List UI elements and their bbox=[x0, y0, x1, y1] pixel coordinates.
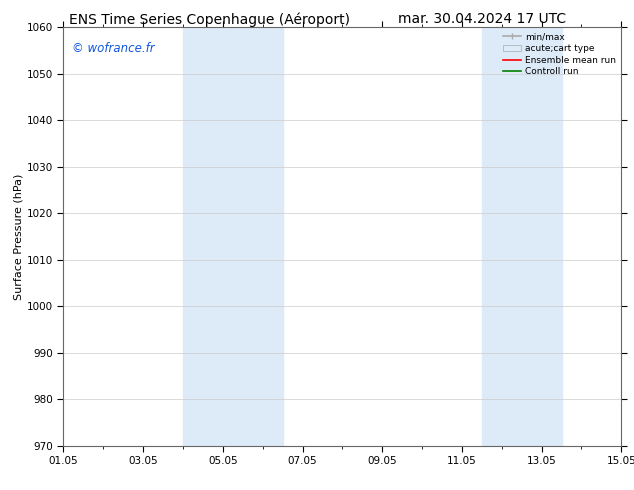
Y-axis label: Surface Pressure (hPa): Surface Pressure (hPa) bbox=[14, 173, 24, 299]
Bar bbox=[183, 27, 283, 446]
Legend: min/max, acute;cart type, Ensemble mean run, Controll run: min/max, acute;cart type, Ensemble mean … bbox=[500, 29, 619, 80]
Bar bbox=[482, 27, 562, 446]
Text: © wofrance.fr: © wofrance.fr bbox=[72, 42, 155, 54]
Text: ENS Time Series Copenhague (Aéroport): ENS Time Series Copenhague (Aéroport) bbox=[68, 12, 350, 27]
Text: mar. 30.04.2024 17 UTC: mar. 30.04.2024 17 UTC bbox=[398, 12, 566, 26]
